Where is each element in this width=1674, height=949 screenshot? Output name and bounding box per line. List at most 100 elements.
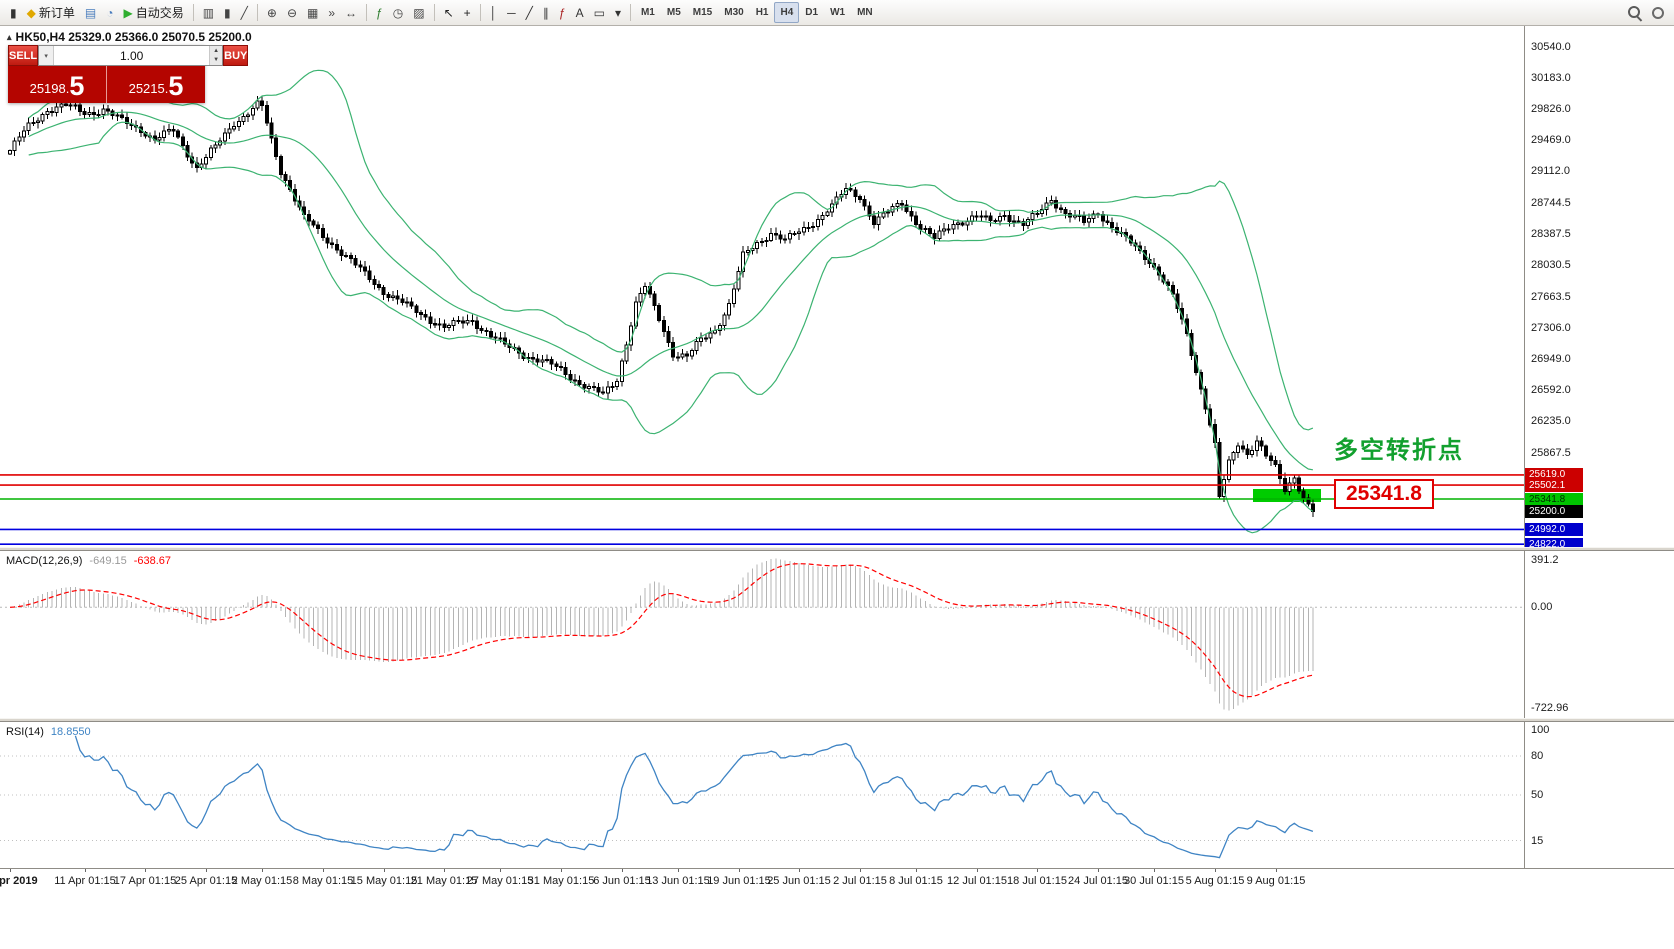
time-axis-tick xyxy=(323,869,324,872)
timeframe-h1-button[interactable]: H1 xyxy=(750,2,775,23)
candlestick-button[interactable]: ▮ xyxy=(219,2,236,23)
time-axis-tick xyxy=(860,869,861,872)
rsi-indicator-chart[interactable] xyxy=(0,722,1524,868)
time-axis-tick xyxy=(678,869,679,872)
timeframe-h4-button-label: H4 xyxy=(780,7,794,18)
buy-price-display[interactable]: 25215. 5 xyxy=(107,66,205,103)
autotrading-button[interactable]: ▶ 自动交易 xyxy=(118,2,188,23)
time-axis-tick xyxy=(799,869,800,872)
macd-rsi-separator[interactable] xyxy=(0,718,1674,722)
rsi-header: RSI(14) 18.8550 xyxy=(6,726,91,738)
timeframe-m5-button[interactable]: M5 xyxy=(661,2,687,23)
arrows-button[interactable]: ▾ xyxy=(610,2,626,23)
crosshair-button[interactable]: + xyxy=(459,2,476,23)
vertical-line-button[interactable]: │ xyxy=(485,2,503,23)
buy-price-big-digit: 5 xyxy=(168,71,184,101)
price-axis-label: 29112.0 xyxy=(1531,165,1570,177)
bear-candles xyxy=(50,100,1315,512)
crosshair-icon: + xyxy=(463,5,471,20)
search-button[interactable] xyxy=(1622,2,1647,23)
timeframe-d1-button[interactable]: D1 xyxy=(799,2,824,23)
timeframe-mn-button[interactable]: MN xyxy=(851,2,879,23)
price-axis-label: 29826.0 xyxy=(1531,103,1571,115)
volume-input[interactable] xyxy=(54,46,210,65)
rsi-axis-label: 50 xyxy=(1531,789,1544,801)
price-axis[interactable]: 30540.0 30183.0 29826.0 29469.0 29112.0 28744… xyxy=(1524,0,1674,949)
charts-grid-button[interactable]: ▤ xyxy=(80,2,101,23)
timeframe-w1-button[interactable]: W1 xyxy=(824,2,851,23)
sell-price-display[interactable]: 25198. 5 xyxy=(8,66,106,103)
channel-icon: ∥ xyxy=(542,5,549,20)
price-axis-label: 28744.5 xyxy=(1531,197,1571,209)
time-axis-label: 30 Jul 01:15 xyxy=(1124,875,1184,887)
bar-chart-button[interactable]: ▥ xyxy=(198,2,219,23)
price-axis-label: 29469.0 xyxy=(1531,134,1571,146)
strategy-button[interactable]: ◔ xyxy=(101,2,118,23)
new-order-button[interactable]: ◆ 新订单 xyxy=(22,2,80,23)
timeframe-m15-button[interactable]: M15 xyxy=(687,2,718,23)
zoom-in-button[interactable]: ⊕ xyxy=(262,2,282,23)
time-axis-label: 17 Apr 01:15 xyxy=(113,875,177,887)
tile-windows-button[interactable]: ▦ xyxy=(302,2,323,23)
bollinger-upper-band xyxy=(28,69,1314,431)
fibonacci-button[interactable]: ƒ xyxy=(554,2,571,23)
channel-button[interactable]: ∥ xyxy=(538,2,554,23)
toolbar-separator xyxy=(479,4,481,21)
volume-dropdown-button[interactable]: ▾ xyxy=(39,46,55,65)
line-chart-button[interactable]: ╱ xyxy=(236,2,253,23)
time-axis-label: 8 May 01:15 xyxy=(292,875,354,887)
zoom-out-button[interactable]: ⊖ xyxy=(282,2,302,23)
price-tag-25502.1: 25502.1 xyxy=(1525,479,1583,492)
time-axis-tick xyxy=(977,869,978,872)
candlestick-chart-icon: ▮ xyxy=(10,5,17,20)
one-click-toggle-arrow-icon[interactable]: ▴ xyxy=(7,31,12,42)
time-axis-label: 5 Aug 01:15 xyxy=(1185,875,1245,887)
status-button[interactable] xyxy=(1647,2,1669,23)
macd-axis-label: -722.96 xyxy=(1531,702,1569,714)
volume-control: ▾ ▲ ▼ xyxy=(38,45,224,66)
horizontal-line-button[interactable]: ─ xyxy=(502,2,521,23)
cursor-button[interactable]: ↖ xyxy=(439,2,459,23)
trendline-button[interactable]: ╱ xyxy=(521,2,538,23)
time-axis-tick xyxy=(739,869,740,872)
time-axis-tick xyxy=(85,869,86,872)
time-axis-tick xyxy=(561,869,562,872)
price-axis-label: 28030.5 xyxy=(1531,259,1571,271)
periods-button[interactable]: ◷ xyxy=(388,2,408,23)
bar-chart-icon: ▥ xyxy=(202,5,215,20)
arrows-dropdown-icon: ▾ xyxy=(614,5,621,20)
main-price-chart[interactable] xyxy=(0,26,1524,547)
chart-shift-button[interactable]: ↔ xyxy=(340,2,362,23)
text-label-button[interactable]: ▭ xyxy=(589,2,610,23)
timeframe-m1-button[interactable]: M1 xyxy=(635,2,661,23)
macd-indicator-chart[interactable] xyxy=(0,551,1524,718)
chart-button[interactable]: ▮ xyxy=(5,2,22,23)
rsi-value: 18.8550 xyxy=(50,726,91,738)
time-axis-label: 13 Jun 01:15 xyxy=(646,875,710,887)
buy-button[interactable]: BUY xyxy=(223,45,249,66)
sell-button[interactable]: SELL xyxy=(8,45,39,66)
timeframe-h4-button[interactable]: H4 xyxy=(774,2,800,23)
auto-scroll-button[interactable]: » xyxy=(323,2,340,23)
macd-main-value: -649.15 xyxy=(89,555,127,567)
templates-button[interactable]: ▨ xyxy=(408,2,429,23)
fibonacci-icon: ƒ xyxy=(558,5,566,20)
volume-decrease-button[interactable]: ▼ xyxy=(209,55,223,65)
macd-axis-label: 0.00 xyxy=(1531,601,1553,613)
text-icon: A xyxy=(575,5,584,20)
autotrading-play-icon: ▶ xyxy=(123,5,133,20)
price-axis-label: 26949.0 xyxy=(1531,353,1571,365)
volume-increase-button[interactable]: ▲ xyxy=(209,46,223,56)
indicators-button[interactable]: ƒ xyxy=(371,2,388,23)
chart-macd-separator[interactable] xyxy=(0,547,1674,551)
sell-price-big-digit: 5 xyxy=(69,71,85,101)
timeframe-m30-button[interactable]: M30 xyxy=(718,2,749,23)
price-axis-label: 30183.0 xyxy=(1531,72,1571,84)
highlight-rectangle xyxy=(1253,489,1321,502)
time-axis-label: 21 May 01:15 xyxy=(410,875,478,887)
new-order-icon: ◆ xyxy=(26,5,36,20)
time-axis-tick xyxy=(1276,869,1277,872)
rsi-axis-label: 100 xyxy=(1531,724,1550,736)
text-button[interactable]: A xyxy=(571,2,589,23)
